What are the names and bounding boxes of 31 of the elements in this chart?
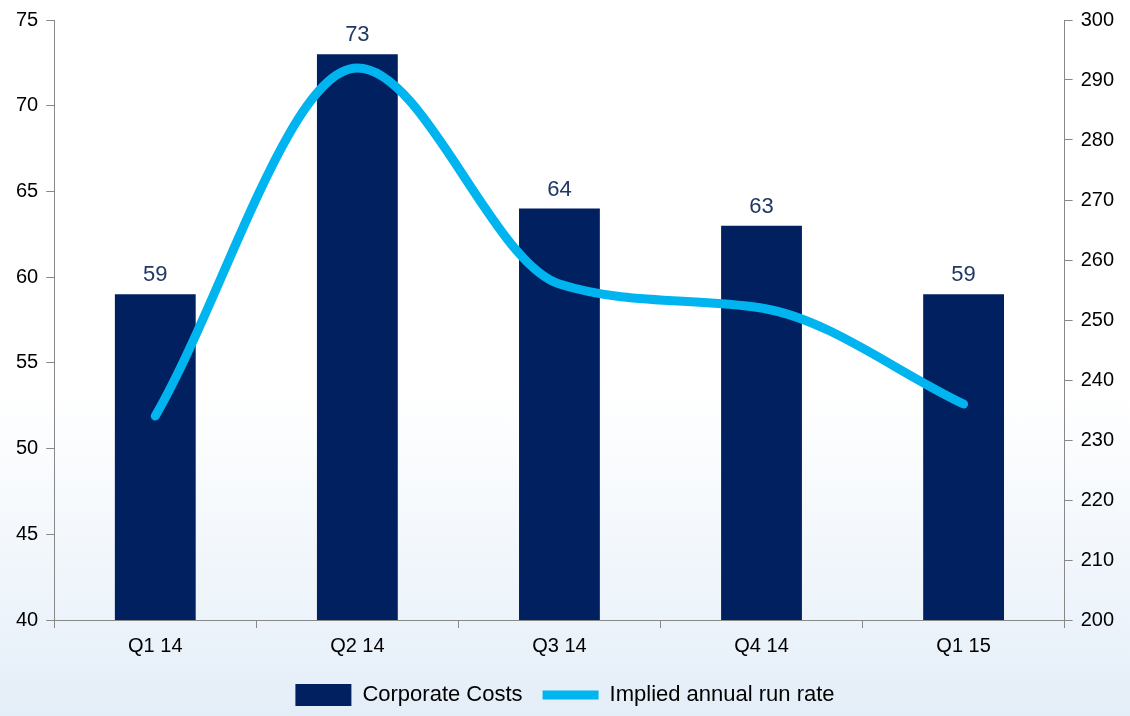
y2-tick-label: 250	[1080, 307, 1115, 330]
y-tick-label: 60	[16, 264, 39, 287]
y-tick-label: 75	[16, 7, 39, 30]
data-label: 64	[547, 175, 572, 201]
y2-tick-label: 270	[1080, 187, 1115, 210]
x-tick-label: Q4 14	[734, 633, 789, 656]
x-tick-label: Q3 14	[532, 633, 587, 656]
x-tick-label: Q2 14	[330, 633, 385, 656]
y-tick-label: 45	[16, 521, 39, 544]
y-tick-label: 50	[16, 436, 39, 459]
y-tick-label: 70	[16, 93, 39, 116]
legend-label: Corporate Costs	[362, 681, 523, 707]
data-label: 59	[951, 261, 976, 287]
y-tick-label: 40	[16, 607, 39, 630]
data-label: 63	[749, 192, 774, 218]
x-tick-label: Q1 15	[936, 633, 991, 656]
y2-tick-label: 300	[1080, 7, 1115, 30]
y2-tick-label: 280	[1080, 127, 1115, 150]
y2-tick-label: 260	[1080, 247, 1115, 270]
x-tick-label: Q1 14	[128, 633, 183, 656]
legend-label: Implied annual run rate	[609, 681, 835, 707]
y2-tick-label: 230	[1080, 427, 1115, 450]
y2-tick-label: 210	[1080, 547, 1115, 570]
y2-tick-label: 220	[1080, 487, 1115, 510]
y2-tick-label: 240	[1080, 367, 1115, 390]
y-tick-label: 65	[16, 178, 39, 201]
y-tick-label: 55	[16, 350, 39, 373]
data-label: 59	[143, 261, 168, 287]
data-label: 73	[345, 21, 370, 47]
y2-tick-label: 200	[1080, 607, 1115, 630]
y2-tick-label: 290	[1080, 67, 1115, 90]
